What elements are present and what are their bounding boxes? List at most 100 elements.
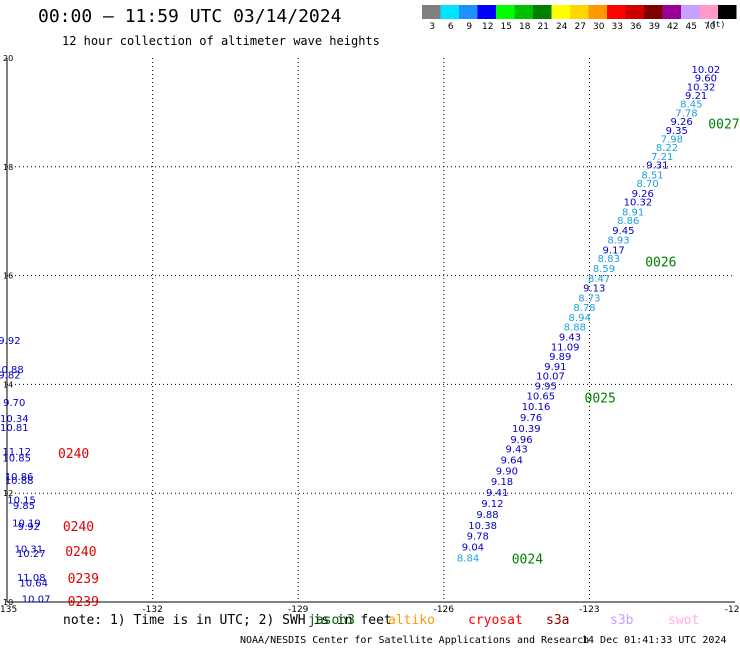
wave-height-label: 8.70 [637, 179, 659, 190]
legend-label: 6 [448, 22, 454, 32]
time-labels: 0027 0026 0025 0024 0240 0240 0240 0239 0239 [58, 117, 740, 610]
legend-units: (ft) [706, 20, 726, 29]
wave-height-label: 10.32 [687, 82, 716, 93]
legend-label: 9 [466, 22, 472, 32]
wave-height-label: 8.78 [573, 303, 595, 314]
wave-height-label: 8.94 [569, 313, 591, 324]
wave-height-label: 8.91 [622, 207, 644, 218]
wave-height-label: 10.15 [7, 496, 36, 507]
wave-height-label: 9.21 [685, 91, 707, 102]
wave-height-label: 10.39 [512, 424, 541, 435]
wave-height-label: 9.64 [501, 455, 523, 466]
wave-height-label: 10.07 [22, 595, 51, 606]
chart-subtitle: 12 hour collection of altimeter wave hei… [62, 34, 380, 48]
wave-height-label: 10.19 [12, 519, 41, 530]
legend-swatch [514, 5, 533, 19]
x-tick-label: -123 [579, 605, 599, 615]
legend-swatch [718, 5, 737, 19]
legend-swatch [459, 5, 478, 19]
legend-label: 15 [501, 22, 512, 32]
wave-height-label: 9.13 [583, 284, 605, 295]
wave-height-label: 10.65 [527, 391, 556, 402]
x-tick-label: -120 [725, 605, 740, 615]
x-tick-label: -132 [142, 605, 162, 615]
wave-height-label: 10.88 [5, 476, 34, 487]
wave-height-label: 8.86 [617, 216, 639, 227]
legend-swatch [496, 5, 515, 19]
satellite-altiko: altiko [388, 613, 435, 628]
wave-height-label: 10.38 [468, 521, 497, 532]
satellite-s3b: s3b [610, 613, 634, 628]
wave-height-label: 8.88 [564, 323, 586, 334]
legend-swatch [422, 5, 441, 19]
legend-label: 33 [612, 22, 623, 32]
x-axis-ticks: -135 -132 -129 -126 -123 -120 [0, 605, 740, 615]
wave-height-label: 10.16 [522, 402, 551, 413]
y-tick-label: 16 [3, 272, 13, 281]
footer-note: note: 1) Time is in UTC; 2) SWH is in fe… [63, 613, 392, 628]
legend-label: 3 [429, 22, 435, 32]
chart-grid [6, 58, 735, 603]
wave-height-label: 9.17 [603, 245, 625, 256]
satellite-swot: swot [668, 613, 700, 628]
wave-height-label: 9.95 [535, 381, 557, 392]
wave-height-label: 10.32 [624, 198, 653, 209]
legend-label: 12 [482, 22, 493, 32]
wave-height-label: 9.26 [670, 117, 692, 128]
legend-label: 39 [649, 22, 661, 32]
chart-title: 00:00 – 11:59 UTC 03/14/2024 [38, 6, 342, 27]
wave-height-label: 9.12 [481, 499, 503, 510]
wave-height-label: 7.21 [651, 152, 673, 163]
wave-height-label: 10.85 [2, 453, 31, 464]
legend-label: 21 [538, 22, 549, 32]
wave-height-label: 8.73 [578, 293, 600, 304]
legend-label: 45 [686, 22, 697, 32]
legend-swatch [477, 5, 496, 19]
time-label: 0025 [585, 391, 616, 406]
time-label: 0026 [645, 255, 676, 270]
legend-label: 30 [593, 22, 605, 32]
legend-swatch [533, 5, 552, 19]
time-label: 0027 [708, 117, 739, 132]
wave-height-label: 11.09 [551, 342, 580, 353]
legend-swatch [440, 5, 459, 19]
wave-height-label: 8.22 [656, 143, 678, 154]
time-label: 0239 [68, 595, 99, 610]
legend-swatch [607, 5, 626, 19]
time-label: 0239 [68, 572, 99, 587]
legend-label: 36 [630, 22, 642, 32]
satellite-cryosat: cryosat [468, 613, 523, 628]
legend-label: 24 [556, 22, 568, 32]
time-label: 0024 [512, 552, 543, 567]
wave-height-label: 8.83 [598, 254, 620, 265]
satellite-jason3: jason3 [308, 613, 355, 628]
wave-height-label: 10.02 [692, 65, 721, 76]
y-tick-label: 20 [3, 54, 13, 63]
time-label: 0240 [65, 545, 96, 560]
wave-height-label: 8.47 [588, 274, 610, 285]
legend-swatch [625, 5, 644, 19]
wave-height-label: 8.84 [457, 553, 479, 564]
wave-height-label: 8.59 [593, 264, 615, 275]
footer-timestamp: 14 Dec 01:41:33 UTC 2024 [582, 635, 727, 646]
wave-height-label: 10.27 [17, 549, 46, 560]
wave-height-label: 9.70 [3, 398, 25, 409]
wave-height-label: 9.18 [491, 477, 513, 488]
wave-height-label: 9.43 [505, 445, 527, 456]
y-tick-label: 18 [3, 163, 13, 172]
wave-height-label: 9.45 [612, 226, 634, 237]
satellite-s3a: s3a [546, 613, 570, 628]
wave-height-label: 9.91 [544, 362, 566, 373]
legend-label: 42 [667, 22, 678, 32]
wave-height-label: 8.51 [641, 170, 663, 181]
wave-height-label: 9.60 [695, 74, 717, 85]
wave-height-label: 9.82 [0, 371, 21, 382]
wave-height-label: 10.07 [536, 372, 565, 383]
wave-height-label: 10.81 [0, 423, 29, 434]
time-label: 0240 [63, 520, 94, 535]
wave-height-label: 9.96 [510, 435, 532, 446]
wave-height-label: 9.26 [632, 189, 654, 200]
legend-swatch [681, 5, 700, 19]
wave-height-label: 9.78 [467, 532, 489, 543]
